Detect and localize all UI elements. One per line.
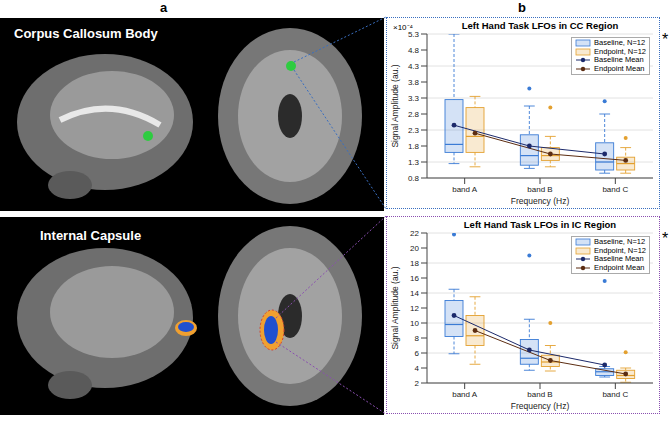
svg-text:band C: band C	[602, 390, 628, 399]
svg-text:3.3: 3.3	[408, 94, 420, 103]
svg-text:band A: band A	[452, 390, 478, 399]
html-text:Endpoint, N=12: Endpoint, N=12	[594, 46, 646, 56]
svg-text:Frequency (Hz): Frequency (Hz)	[511, 196, 570, 206]
svg-text:2: 2	[415, 379, 420, 388]
svg-text:0.8: 0.8	[408, 174, 420, 183]
svg-text:3.8: 3.8	[408, 78, 420, 87]
html-text:×10⁻⁴: ×10⁻⁴	[393, 23, 413, 32]
svg-text:4.3: 4.3	[408, 62, 420, 71]
svg-text:band C: band C	[602, 185, 628, 194]
svg-text:Signal Amplitude (au.): Signal Amplitude (au.)	[390, 64, 400, 147]
svg-text:band A: band A	[452, 185, 478, 194]
svg-text:Frequency (Hz): Frequency (Hz)	[511, 401, 570, 411]
html-text:Baseline, N=12: Baseline, N=12	[594, 38, 646, 47]
html-text:Left Hand Task LFOs in IC Regi: Left Hand Task LFOs in IC Region	[463, 219, 617, 230]
html-text:Endpoint, N=12: Endpoint, N=12	[594, 245, 646, 255]
svg-text:Signal Amplitude (au.): Signal Amplitude (au.)	[390, 266, 400, 349]
svg-text:6: 6	[415, 349, 420, 358]
svg-text:4.8: 4.8	[408, 46, 420, 55]
svg-text:1.3: 1.3	[408, 158, 420, 167]
svg-text:band B: band B	[527, 185, 552, 194]
html-text:Baseline Mean: Baseline Mean	[594, 254, 644, 263]
html-text:a: a	[160, 0, 168, 15]
svg-text:band B: band B	[527, 390, 552, 399]
svg-text:Corpus Callosum Body: Corpus Callosum Body	[14, 26, 159, 41]
svg-text:8: 8	[415, 334, 420, 343]
svg-text:20: 20	[410, 244, 419, 253]
html-text:Left Hand Task LFOs in CC Regi: Left Hand Task LFOs in CC Region	[461, 20, 619, 31]
html-text:Endpoint Mean: Endpoint Mean	[594, 262, 645, 272]
svg-text:18: 18	[410, 259, 419, 268]
svg-text:2.3: 2.3	[408, 126, 420, 135]
html-text:Endpoint Mean: Endpoint Mean	[594, 63, 645, 73]
html-text:Baseline, N=12: Baseline, N=12	[594, 237, 646, 246]
html-text:Baseline Mean: Baseline Mean	[594, 55, 644, 64]
svg-text:16: 16	[410, 274, 419, 283]
svg-text:5.3: 5.3	[408, 30, 420, 39]
svg-text:1.8: 1.8	[408, 142, 420, 151]
html-text:b: b	[518, 0, 526, 15]
svg-text:4: 4	[415, 364, 420, 373]
svg-text:22: 22	[410, 229, 419, 238]
svg-text:2.8: 2.8	[408, 110, 420, 119]
svg-text:10: 10	[410, 319, 419, 328]
svg-text:12: 12	[410, 304, 419, 313]
svg-text:Internal Capsule: Internal Capsule	[40, 228, 141, 243]
svg-text:14: 14	[410, 289, 419, 298]
